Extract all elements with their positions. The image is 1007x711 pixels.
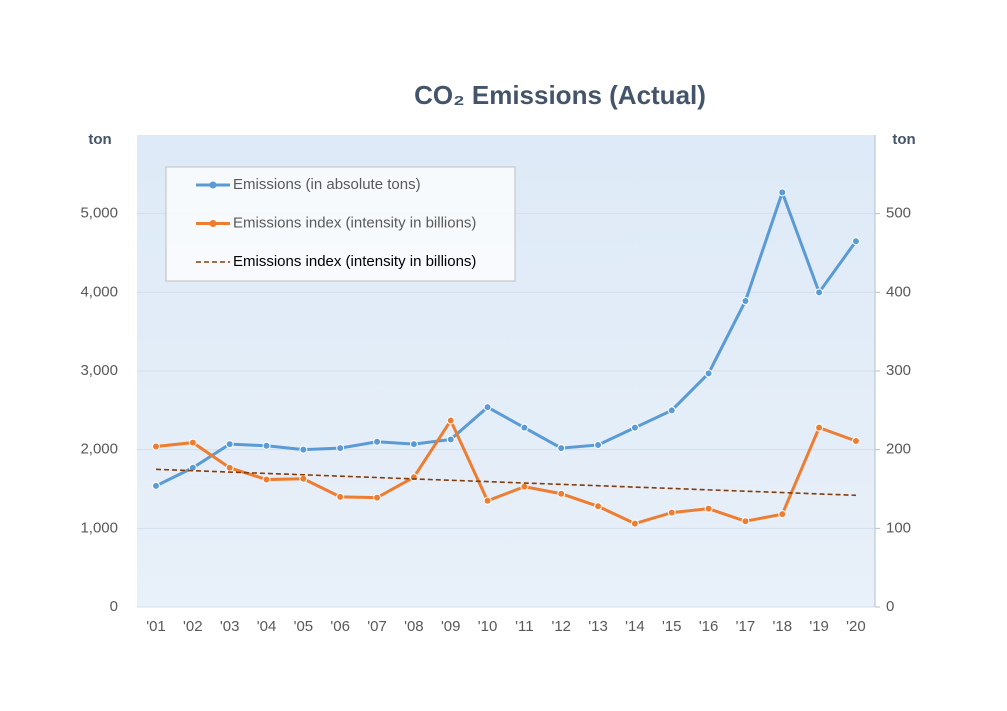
y-tick-label: 0 (110, 598, 118, 615)
y-tick-label: 2,000 (80, 441, 118, 458)
point (262, 475, 271, 484)
x-tick-label: '07 (367, 618, 387, 635)
x-tick-label: '12 (551, 618, 571, 635)
legend-label: Emissions index (intensity in billions) (233, 214, 476, 231)
y-axis-label: ton (88, 131, 111, 148)
point (815, 288, 824, 297)
point (630, 423, 639, 432)
point (188, 438, 197, 447)
x-tick-label: '10 (478, 618, 498, 635)
y2-tick-label: 0 (886, 598, 894, 615)
point (815, 423, 824, 432)
point (225, 463, 234, 472)
y2-tick-label: 400 (886, 283, 911, 300)
point (152, 481, 160, 490)
x-tick-label: '03 (220, 618, 240, 635)
chart-title: CO₂ Emissions (Actual) (414, 80, 706, 110)
point (594, 440, 603, 449)
point (741, 296, 750, 305)
x-tick-label: '11 (515, 618, 533, 635)
y2-tick-label: 100 (886, 519, 911, 536)
point (483, 496, 492, 505)
series-line (155, 187, 858, 488)
point (778, 510, 787, 519)
point (299, 474, 308, 483)
y2-tick-label: 200 (886, 441, 911, 458)
y-tick-label: 5,000 (80, 205, 118, 222)
trend-line (155, 468, 856, 497)
point (520, 482, 529, 491)
y2-tick-label: 300 (886, 362, 911, 379)
y-tick-label: 3,000 (80, 362, 118, 379)
point (778, 188, 787, 197)
point (851, 437, 860, 446)
series-line (155, 417, 857, 526)
point (446, 416, 455, 425)
x-tick-label: '20 (846, 618, 866, 635)
x-tick-label: '14 (625, 618, 645, 635)
point (373, 493, 382, 502)
x-tick-label: '17 (736, 618, 756, 635)
point (557, 444, 566, 453)
point (262, 441, 271, 450)
x-tick-label: '06 (330, 618, 350, 635)
point (409, 440, 418, 449)
y2-axis-label: ton (892, 131, 915, 148)
point (483, 403, 492, 412)
y-tick-label: 4,000 (80, 283, 118, 300)
x-tick-label: '02 (183, 618, 203, 635)
point (630, 519, 639, 528)
point (704, 504, 713, 513)
point (336, 444, 345, 453)
x-tick-label: '13 (588, 618, 608, 635)
point (446, 435, 455, 444)
point (851, 237, 860, 246)
x-tick-label: '05 (294, 618, 314, 635)
point (704, 369, 713, 378)
point (557, 489, 566, 498)
x-tick-label: '08 (404, 618, 424, 635)
legend-marker (209, 220, 217, 227)
legend-label: Emissions index (intensity in billions) (233, 253, 476, 270)
point (152, 442, 160, 451)
x-tick-label: '01 (146, 618, 166, 635)
legend-marker (209, 181, 217, 189)
point (299, 445, 308, 454)
x-tick-label: '19 (809, 618, 829, 635)
point (667, 508, 676, 517)
x-tick-label: '16 (699, 618, 719, 635)
point (741, 517, 750, 526)
point (225, 440, 234, 449)
point (373, 437, 382, 446)
y-tick-label: 1,000 (80, 519, 118, 536)
point (336, 492, 345, 501)
point (667, 406, 676, 415)
x-tick-label: '15 (662, 618, 682, 635)
x-tick-label: '09 (441, 618, 461, 635)
y2-tick-label: 500 (886, 205, 911, 222)
x-tick-label: '18 (772, 618, 792, 635)
legend-label: Emissions (in absolute tons) (233, 176, 421, 193)
point (594, 502, 603, 511)
x-tick-label: '04 (257, 618, 277, 635)
point (520, 423, 529, 432)
